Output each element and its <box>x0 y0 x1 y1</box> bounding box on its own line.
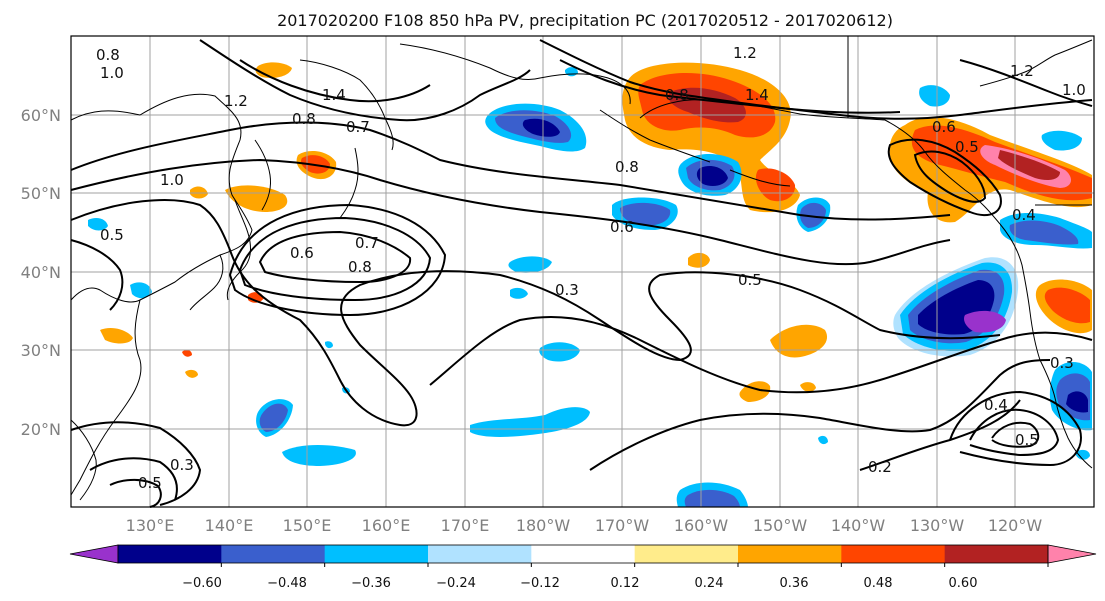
lat-tick-label: 20°N <box>21 420 61 439</box>
colorbar-tick-label: 0.24 <box>695 576 724 591</box>
contour-label: 1.2 <box>224 92 248 110</box>
pv-contours <box>70 39 1093 508</box>
colorbar-swatch <box>634 545 739 563</box>
colorbar-swatch <box>531 545 636 563</box>
lon-tick-label: 130°W <box>910 516 965 535</box>
colorbar-swatch <box>944 545 1049 563</box>
contour-label: 0.5 <box>955 138 979 156</box>
contour-label: 0.3 <box>170 456 194 474</box>
contour-label: 0.2 <box>868 458 892 476</box>
lon-tick-label: 180°W <box>516 516 571 535</box>
contour-label: 1.2 <box>1010 62 1034 80</box>
negative-anomaly-baja <box>1049 361 1092 460</box>
negative-anomaly-british-columbia <box>919 85 1092 249</box>
contour-label: 0.3 <box>1050 354 1074 372</box>
contour-label: 0.4 <box>1012 206 1036 224</box>
positive-anomaly-kamchatka-gulf <box>622 62 800 213</box>
contour-label: 0.4 <box>984 396 1008 414</box>
negative-anomaly-aleutian <box>612 154 831 232</box>
contour-label: 1.4 <box>745 86 769 104</box>
contour-label: 0.5 <box>1015 431 1039 449</box>
colorbar-extend-high <box>1047 544 1097 564</box>
colorbar-swatch <box>428 545 532 563</box>
lon-tick-label: 120°W <box>988 516 1043 535</box>
colorbar-swatch <box>118 545 222 563</box>
contour-label: 1.4 <box>322 86 346 104</box>
lon-tick-label: 160°E <box>362 516 411 535</box>
contour-label: 0.5 <box>138 474 162 492</box>
positive-anomaly-california <box>1035 279 1092 334</box>
colorbar-swatch <box>324 545 429 563</box>
contour-label: 0.8 <box>348 258 372 276</box>
contour-label: 0.6 <box>932 118 956 136</box>
colorbar-swatch <box>841 545 946 563</box>
negative-anomaly-bering <box>485 103 587 152</box>
colorbar-tick-label: 0.36 <box>780 576 809 591</box>
lon-tick-label: 150°W <box>753 516 808 535</box>
colorbar-swatches <box>69 544 1097 567</box>
colorbar-extend-low <box>69 544 119 564</box>
lat-tick-label: 40°N <box>21 263 61 282</box>
colorbar-tick-labels: −0.60 −0.48 −0.36 −0.24 −0.12 0.12 0.24 … <box>182 576 977 591</box>
colorbar-frame <box>117 544 1049 564</box>
colorbar-tick-label: −0.60 <box>182 576 222 591</box>
colorbar-tick-label: −0.24 <box>436 576 476 591</box>
lat-tick-label: 30°N <box>21 341 61 360</box>
contour-label: 0.8 <box>96 46 120 64</box>
colorbar-tick-label: −0.36 <box>351 576 391 591</box>
contour-label: 0.3 <box>555 281 579 299</box>
lat-tick-label: 50°N <box>21 184 61 203</box>
map-panel: 0.8 1.0 1.4 1.2 0.8 0.7 0.6 0.5 0.3 0.8 … <box>70 35 1095 508</box>
colorbar-tick-label: −0.48 <box>267 576 307 591</box>
lon-tick-label: 170°E <box>441 516 490 535</box>
contour-label: 0.8 <box>292 110 316 128</box>
lon-tick-label: 170°W <box>595 516 650 535</box>
contour-label: 0.8 <box>615 158 639 176</box>
contour-label: 0.7 <box>346 118 370 136</box>
lat-tick-label: 60°N <box>21 106 61 125</box>
contour-label: 0.7 <box>355 234 379 252</box>
contour-label: 1.2 <box>733 44 757 62</box>
coastlines <box>70 36 1093 501</box>
map-frame <box>70 35 1095 508</box>
negative-anomaly-northeast-pacific <box>893 257 1019 357</box>
contour-label: 1.0 <box>160 171 184 189</box>
lon-tick-label: 150°E <box>283 516 332 535</box>
contour-label: 0.8 <box>665 86 689 104</box>
contour-labels: 0.8 1.0 1.4 1.2 0.8 0.7 0.6 0.5 0.3 0.8 … <box>96 44 1086 492</box>
colorbar-tick-label: 0.48 <box>864 576 893 591</box>
figure-title: 2017020200 F108 850 hPa PV, precipitatio… <box>277 11 893 30</box>
lon-tick-labels: 130°E 140°E 150°E 160°E 170°E 180°W 170°… <box>126 516 1043 535</box>
colorbar: −0.60 −0.48 −0.36 −0.24 −0.12 0.12 0.24 … <box>69 544 1097 591</box>
colorbar-tick-label: 0.12 <box>611 576 640 591</box>
colorbar-tick-label: 0.60 <box>949 576 978 591</box>
contour-label: 1.0 <box>1062 81 1086 99</box>
lon-tick-label: 140°W <box>831 516 886 535</box>
contour-label: 0.5 <box>100 226 124 244</box>
contour-label: 0.5 <box>738 271 762 289</box>
colorbar-swatch <box>738 545 842 563</box>
positive-anomaly-gulf-alaska <box>889 117 1092 223</box>
colorbar-swatch <box>221 545 326 563</box>
lon-tick-label: 140°E <box>205 516 254 535</box>
contour-label: 1.0 <box>100 64 124 82</box>
contour-label: 0.6 <box>290 244 314 262</box>
contour-label: 0.6 <box>610 218 634 236</box>
lat-tick-labels: 20°N 30°N 40°N 50°N 60°N <box>21 106 61 439</box>
lon-tick-label: 160°W <box>674 516 729 535</box>
colorbar-tick-label: −0.12 <box>520 576 560 591</box>
lon-tick-label: 130°E <box>126 516 175 535</box>
